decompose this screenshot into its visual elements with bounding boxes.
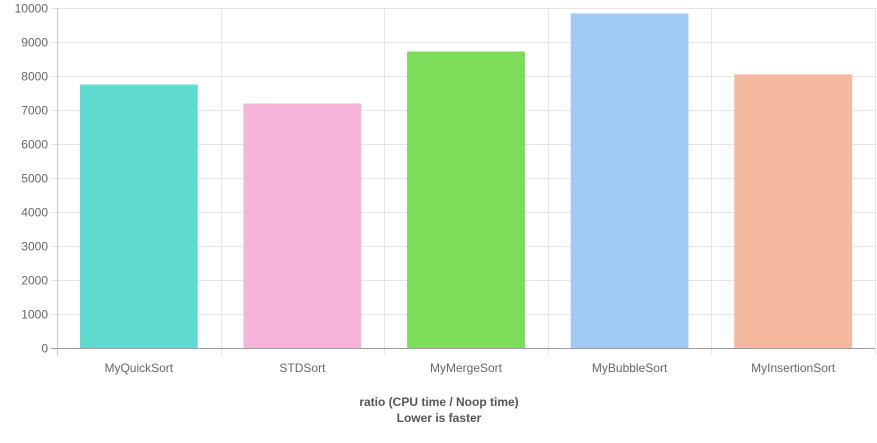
bar-stdsort[interactable] [243,103,362,348]
x-tick-label: MyMergeSort [430,361,503,375]
x-axis-title-line-2: Lower is faster [397,411,482,425]
y-tick-label: 3000 [21,240,48,254]
y-tick-label: 5000 [21,172,48,186]
x-tick-label: STDSort [279,361,326,375]
y-tick-label: 6000 [21,138,48,152]
y-tick-label: 7000 [21,104,48,118]
label-layer: ratio (CPU time / Noop time) Lower is fa… [359,395,518,425]
bar-myquicksort[interactable] [79,84,198,349]
y-tick-label: 4000 [21,206,48,220]
y-tick-label: 0 [41,342,48,356]
y-tick-label: 8000 [21,70,48,84]
y-tick-label: 2000 [21,274,48,288]
x-tick-label: MyBubbleSort [592,361,668,375]
x-axis-title-line-1: ratio (CPU time / Noop time) [359,395,518,409]
y-tick-label: 1000 [21,308,48,322]
bar-mybubblesort[interactable] [570,13,689,348]
y-tick-label: 9000 [21,36,48,50]
axis-layer: 0 1000 2000 3000 4000 5000 6000 7000 8000 9000 100… [15,2,875,375]
x-tick-label: MyQuickSort [104,361,173,375]
x-tick-label: MyInsertionSort [751,361,836,375]
y-tick-label: 10000 [15,2,49,16]
bar-layer [79,13,853,349]
bar-mymergesort[interactable] [407,51,525,349]
bar-myinsertionsort[interactable] [734,74,853,349]
